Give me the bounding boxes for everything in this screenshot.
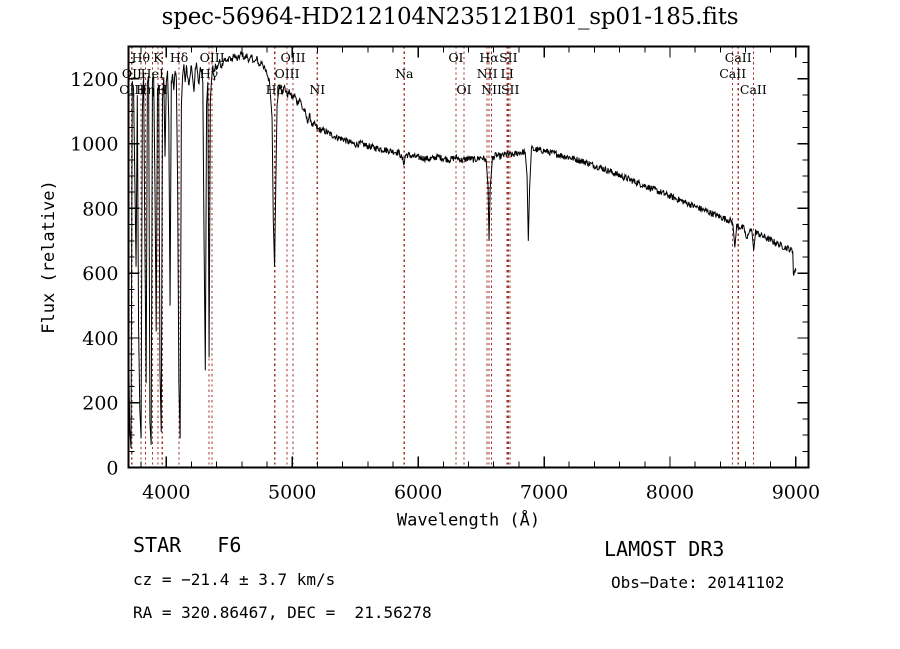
y-axis-tick-label: 400 bbox=[82, 328, 118, 350]
spectral-line-label: OI bbox=[448, 50, 463, 65]
spectral-line-label: Na bbox=[395, 66, 414, 81]
object-class-label: STAR F6 bbox=[133, 533, 242, 557]
plot-frame bbox=[127, 45, 810, 469]
x-axis-title: Wavelength (Å) bbox=[397, 509, 540, 531]
page-title: spec-56964-HD212104N235121B01_sp01-185.f… bbox=[161, 4, 739, 30]
y-axis-tick-label: 1000 bbox=[70, 134, 118, 156]
spectral-line-label: SII bbox=[501, 82, 520, 97]
x-axis-tick-label: 5000 bbox=[268, 482, 316, 504]
spectral-line-label: NII bbox=[481, 82, 502, 97]
spectral-line-label: OIII bbox=[275, 66, 300, 81]
spectral-line-label: CaII bbox=[740, 82, 767, 97]
survey-label: LAMOST DR3 bbox=[604, 537, 725, 561]
spectral-line-label: Hβ bbox=[266, 82, 284, 97]
x-axis-tick-label: 7000 bbox=[520, 482, 568, 504]
spectral-line-label: SII bbox=[499, 50, 518, 65]
spectral-line-label: LI bbox=[501, 66, 514, 81]
tick-labels-group: 4000 5000 6000 7000 8000 9000 0 200 400 600 800 100… bbox=[70, 69, 820, 504]
spectral-line-label: OI bbox=[456, 82, 471, 97]
axis-titles-group: Wavelength (Å) Flux (relative) bbox=[39, 180, 540, 530]
coordinates-label: RA = 320.86467, DEC = 21.56278 bbox=[133, 603, 432, 622]
spectral-line-label: HeI bbox=[141, 66, 164, 81]
spectral-line-label: NI bbox=[309, 82, 325, 97]
x-axis-tick-label: 6000 bbox=[394, 482, 442, 504]
spectral-line-label: Hδ bbox=[170, 50, 188, 65]
spectral-line-label: K bbox=[153, 50, 163, 65]
axes-group bbox=[127, 45, 810, 469]
observation-date-label: Obs−Date: 20141102 bbox=[611, 573, 785, 592]
spectral-line-label: Hα bbox=[479, 50, 499, 65]
spectral-line-label: Hγ bbox=[200, 66, 218, 81]
y-axis-tick-label: 800 bbox=[82, 198, 118, 220]
spectral-line-label: H bbox=[157, 82, 168, 97]
spectrum-trace bbox=[128, 50, 797, 449]
spectral-line-label: Hθ bbox=[132, 50, 150, 65]
y-axis-title: Flux (relative) bbox=[39, 180, 59, 334]
spectral-line-label: OIII bbox=[281, 50, 306, 65]
y-axis-tick-label: 600 bbox=[82, 263, 118, 285]
y-axis-tick-label: 200 bbox=[82, 393, 118, 415]
x-axis-tick-label: 4000 bbox=[142, 482, 190, 504]
spectral-line-label: OIII bbox=[200, 50, 225, 65]
spectral-line-label: CaII bbox=[725, 50, 752, 65]
spectral-line-label: CaII bbox=[719, 66, 746, 81]
x-axis-tick-label: 8000 bbox=[646, 482, 694, 504]
spectral-line-label: Hη bbox=[136, 82, 154, 97]
marker-lines-group bbox=[131, 46, 754, 468]
spectral-line-label: OII bbox=[122, 66, 142, 81]
y-axis-tick-label: 0 bbox=[106, 458, 118, 480]
spectral-line-label: NII bbox=[477, 66, 498, 81]
y-axis-tick-label: 1200 bbox=[70, 69, 118, 91]
spectrum-curve-group bbox=[128, 50, 797, 449]
radial-velocity-label: cz = −21.4 ± 3.7 km/s bbox=[133, 570, 336, 589]
spectral-line-label: OIII bbox=[119, 82, 144, 97]
x-axis-tick-label: 9000 bbox=[772, 482, 820, 504]
